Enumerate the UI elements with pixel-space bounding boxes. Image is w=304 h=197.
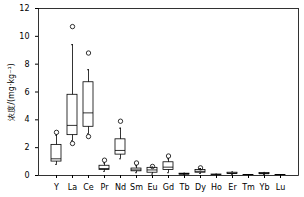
- svg-text:6: 6: [24, 88, 29, 97]
- svg-text:Ce: Ce: [83, 183, 94, 192]
- svg-text:Y: Y: [53, 183, 59, 192]
- svg-text:Tb: Tb: [179, 183, 190, 192]
- svg-text:10: 10: [19, 32, 29, 41]
- svg-text:12: 12: [19, 4, 29, 13]
- svg-text:Sm: Sm: [130, 183, 143, 192]
- svg-text:Lu: Lu: [276, 183, 285, 192]
- svg-text:Dy: Dy: [195, 183, 206, 192]
- svg-text:2: 2: [24, 143, 29, 152]
- svg-text:Nd: Nd: [115, 183, 126, 192]
- svg-text:0: 0: [24, 171, 29, 180]
- svg-text:8: 8: [24, 60, 29, 69]
- svg-text:Pr: Pr: [101, 183, 110, 192]
- svg-text:La: La: [68, 183, 77, 192]
- svg-text:Ho: Ho: [211, 183, 222, 192]
- svg-text:Gd: Gd: [163, 183, 174, 192]
- svg-text:浓度/(mg·kg⁻¹): 浓度/(mg·kg⁻¹): [7, 63, 16, 121]
- svg-text:Tm: Tm: [241, 183, 255, 192]
- svg-text:4: 4: [24, 115, 29, 124]
- svg-text:Eu: Eu: [147, 183, 157, 192]
- svg-text:Yb: Yb: [259, 183, 270, 192]
- svg-text:Er: Er: [228, 183, 237, 192]
